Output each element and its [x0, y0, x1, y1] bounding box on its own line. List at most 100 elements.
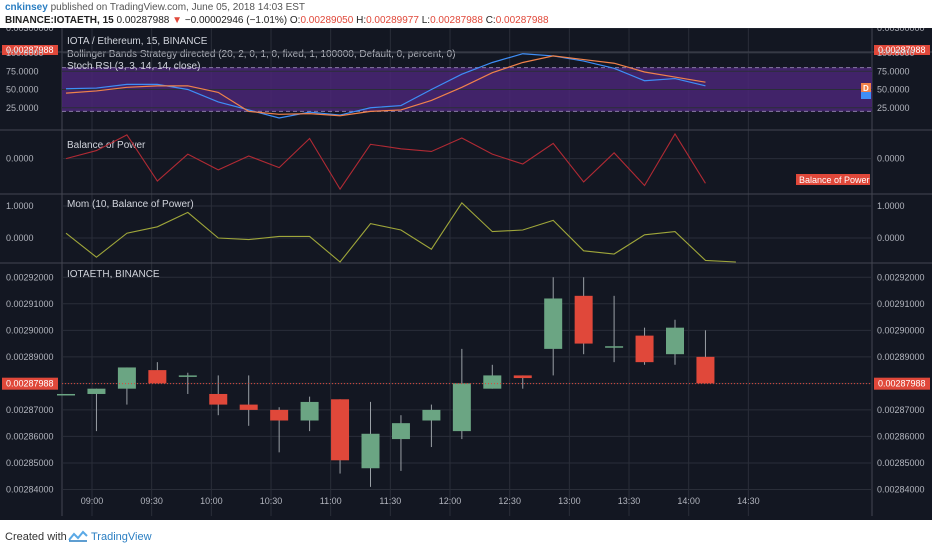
last-price-tag-left-box — [2, 377, 58, 390]
price-tick-left: 0.00291000 — [6, 299, 54, 309]
chart-header: cnkinsey published on TradingView.com, J… — [0, 0, 932, 28]
author-link[interactable]: cnkinsey — [5, 2, 48, 13]
stoch-rsi-tick-left: 100.0000 — [6, 48, 44, 58]
time-tick: 13:30 — [618, 496, 641, 506]
time-tick: 12:30 — [498, 496, 521, 506]
stoch-rsi-tick-left: 75.0000 — [6, 66, 39, 76]
price-tick-right: 0.00286000 — [877, 431, 925, 441]
stoch-rsi-tick-right: 25.0000 — [877, 103, 910, 113]
candle-down — [331, 399, 350, 461]
time-tick: 09:00 — [81, 496, 104, 506]
time-tick: 13:00 — [558, 496, 581, 506]
candle-down — [574, 295, 593, 344]
price-tick-right: 0.00289000 — [877, 352, 925, 362]
open-label: O: — [289, 15, 301, 26]
candle-up — [87, 388, 106, 394]
symbol-label: BINANCE:IOTAETH, 15 — [5, 15, 114, 26]
bop-tick-left: 0.0000 — [6, 154, 34, 164]
close-value: 0.00287988 — [495, 15, 549, 26]
open-value: 0.00289050 — [300, 15, 354, 26]
price-tag-left: 0.00287988 — [6, 45, 54, 55]
price-overlay-title: IOTA / Ethereum, 15, BINANCE — [67, 36, 208, 47]
tradingview-brand-link[interactable]: TradingView — [91, 531, 152, 543]
candle-up — [422, 409, 441, 421]
bop-tick-right: 0.0000 — [877, 154, 905, 164]
price-tick-right: 0.00285000 — [877, 458, 925, 468]
time-tick: 11:00 — [320, 496, 342, 506]
candle-down — [513, 375, 532, 379]
candle-up — [361, 433, 380, 469]
price-tick-left: 0.00290000 — [6, 325, 54, 335]
price-title: IOTAETH, BINANCE — [67, 269, 160, 280]
time-tick: 14:30 — [737, 496, 760, 506]
candle-down — [239, 404, 258, 410]
mom-tick-right: 0.0000 — [877, 233, 905, 243]
price-tick-right: 0.00291000 — [877, 299, 925, 309]
bop-legend-box — [796, 174, 870, 185]
mom-title: Mom (10, Balance of Power) — [67, 199, 194, 210]
stoch-rsi-tick-left: 25.0000 — [6, 103, 39, 113]
price-tick-right: 0.00287000 — [877, 405, 925, 415]
close-label: C: — [485, 15, 496, 26]
chart-footer: Created with TradingView — [0, 520, 932, 550]
time-tick: 12:00 — [439, 496, 462, 506]
strategy-title: Bollinger Bands Strategy directed (20, 2… — [67, 49, 456, 60]
price-tick-right: 0.00284000 — [877, 484, 925, 494]
down-arrow-icon: ▼ — [172, 15, 183, 26]
stoch-k-line — [65, 53, 706, 119]
publish-info: published on TradingView.com, June 05, 2… — [50, 2, 306, 13]
price-tick-left: 0.00285000 — [6, 458, 54, 468]
candle-up — [605, 346, 624, 348]
price-tick-left: 0.00287000 — [6, 405, 54, 415]
candle-up — [452, 383, 471, 432]
candle-up — [391, 423, 410, 440]
k-badge-box — [861, 92, 871, 99]
publish-line: cnkinsey published on TradingView.com, J… — [5, 2, 305, 13]
stoch-d-line — [65, 55, 706, 117]
stoch-rsi-tick-right: 50.0000 — [877, 85, 910, 95]
quote-line: BINANCE:IOTAETH, 15 0.00287988 ▼ −0.0000… — [5, 15, 549, 26]
price-tag-left-box — [2, 45, 58, 55]
candle-up — [117, 367, 136, 389]
low-label: L: — [421, 15, 431, 26]
price-overlay-tick-left: 0.00300000 — [6, 28, 54, 33]
time-tick: 14:00 — [677, 496, 700, 506]
price-change: −0.00002946 (−1.01%) — [184, 15, 288, 26]
chart-canvas[interactable]: 0.00300000 0.00300000 IOTA / Ethereum, 15,… — [0, 28, 932, 520]
tradingview-logo-icon — [68, 530, 88, 542]
price-tag-right: 0.00287988 — [878, 45, 926, 55]
stoch-rsi-tick-right: 75.0000 — [877, 66, 910, 76]
stoch-rsi-tick-right: 100.0000 — [877, 48, 915, 58]
candle-down — [209, 393, 228, 405]
price-tick-right: 0.00292000 — [877, 272, 925, 282]
candles-group — [57, 277, 715, 487]
candle-down — [148, 370, 167, 384]
mom-tick-left: 0.0000 — [6, 233, 34, 243]
price-tick-right: 0.00290000 — [877, 325, 925, 335]
candle-down — [635, 335, 654, 363]
candle-up — [300, 401, 319, 421]
d-badge: D — [863, 84, 869, 93]
last-price-tag-right-box — [874, 377, 930, 390]
candle-up — [666, 327, 684, 355]
stoch-rsi-title: Stoch RSI (3, 3, 14, 14, close) — [67, 61, 200, 72]
d-badge-box — [861, 83, 871, 92]
last-price: 0.00287988 — [116, 15, 170, 26]
candle-up — [483, 375, 502, 389]
last-price-tag-left: 0.00287988 — [6, 379, 54, 389]
last-price-tag-right: 0.00287988 — [878, 379, 926, 389]
price-tag-right-box — [874, 45, 930, 55]
mom-tick-left: 1.0000 — [6, 201, 34, 211]
created-with-label: Created with — [5, 531, 67, 543]
mom-line — [65, 201, 736, 263]
price-tick-left: 0.00289000 — [6, 352, 54, 362]
low-value: 0.00287988 — [430, 15, 483, 26]
candle-down — [696, 356, 715, 384]
high-label: H: — [356, 15, 367, 26]
candle-down — [270, 409, 289, 421]
candle-up — [178, 375, 197, 377]
time-tick: 09:30 — [140, 496, 163, 506]
candle-up — [544, 298, 563, 349]
bop-legend-label: Balance of Power — [799, 175, 870, 185]
time-tick: 10:30 — [260, 496, 283, 506]
